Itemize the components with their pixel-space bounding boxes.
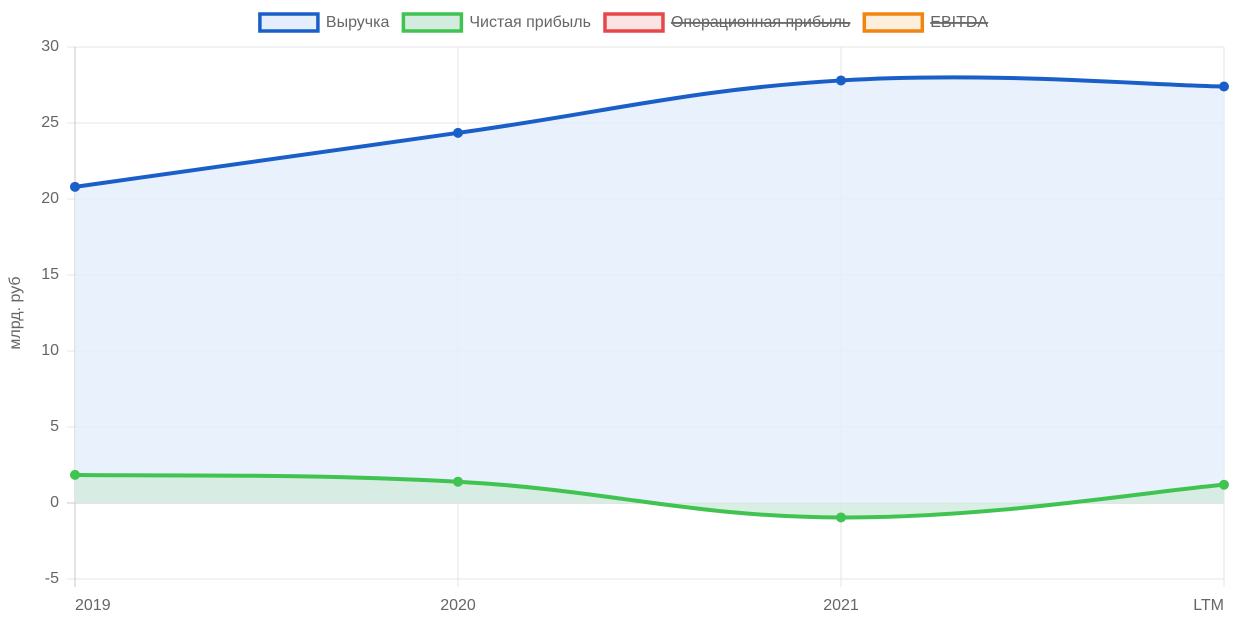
- legend: Выручка Чистая прибыль Операционная прибыл…: [258, 12, 988, 33]
- point: [453, 127, 463, 138]
- legend-swatch: [258, 12, 320, 33]
- x-tick-label: LTM: [1193, 597, 1224, 614]
- legend-item: EBITDA: [862, 12, 988, 33]
- legend-swatch: [603, 12, 665, 33]
- y-axis-label: млрд. руб: [7, 276, 24, 349]
- point: [1219, 81, 1229, 92]
- legend-label: Чистая прибыль: [469, 14, 591, 31]
- legend-item: Чистая прибыль: [401, 12, 591, 33]
- legend-label: Выручка: [326, 14, 390, 31]
- legend-swatch: [862, 12, 925, 33]
- series-area: [75, 77, 1224, 503]
- point: [836, 75, 846, 86]
- x-tick-label: 2019: [75, 597, 111, 614]
- y-tick-label: 5: [50, 418, 59, 435]
- point: [453, 476, 463, 487]
- x-tick-label: 2020: [440, 597, 476, 614]
- y-tick-label: 0: [50, 494, 59, 511]
- point: [836, 512, 846, 523]
- series-area: [75, 474, 1224, 518]
- y-tick-label: 20: [41, 190, 59, 207]
- areas: [75, 77, 1224, 518]
- y-tick-label: 25: [41, 114, 59, 131]
- y-tick-label: -5: [45, 570, 59, 587]
- point: [70, 469, 80, 480]
- x-tick-label: 2021: [823, 597, 859, 614]
- series-line: [74, 472, 1225, 520]
- legend-swatch: [401, 12, 464, 33]
- y-tick-label: 30: [41, 38, 59, 55]
- legend-item: Выручка: [258, 12, 390, 33]
- series-line: [74, 75, 1225, 189]
- y-tick-label: 10: [41, 342, 59, 359]
- y-tick-label: 15: [41, 266, 59, 283]
- lines: [70, 75, 1229, 523]
- point: [1219, 479, 1229, 490]
- point: [70, 181, 80, 192]
